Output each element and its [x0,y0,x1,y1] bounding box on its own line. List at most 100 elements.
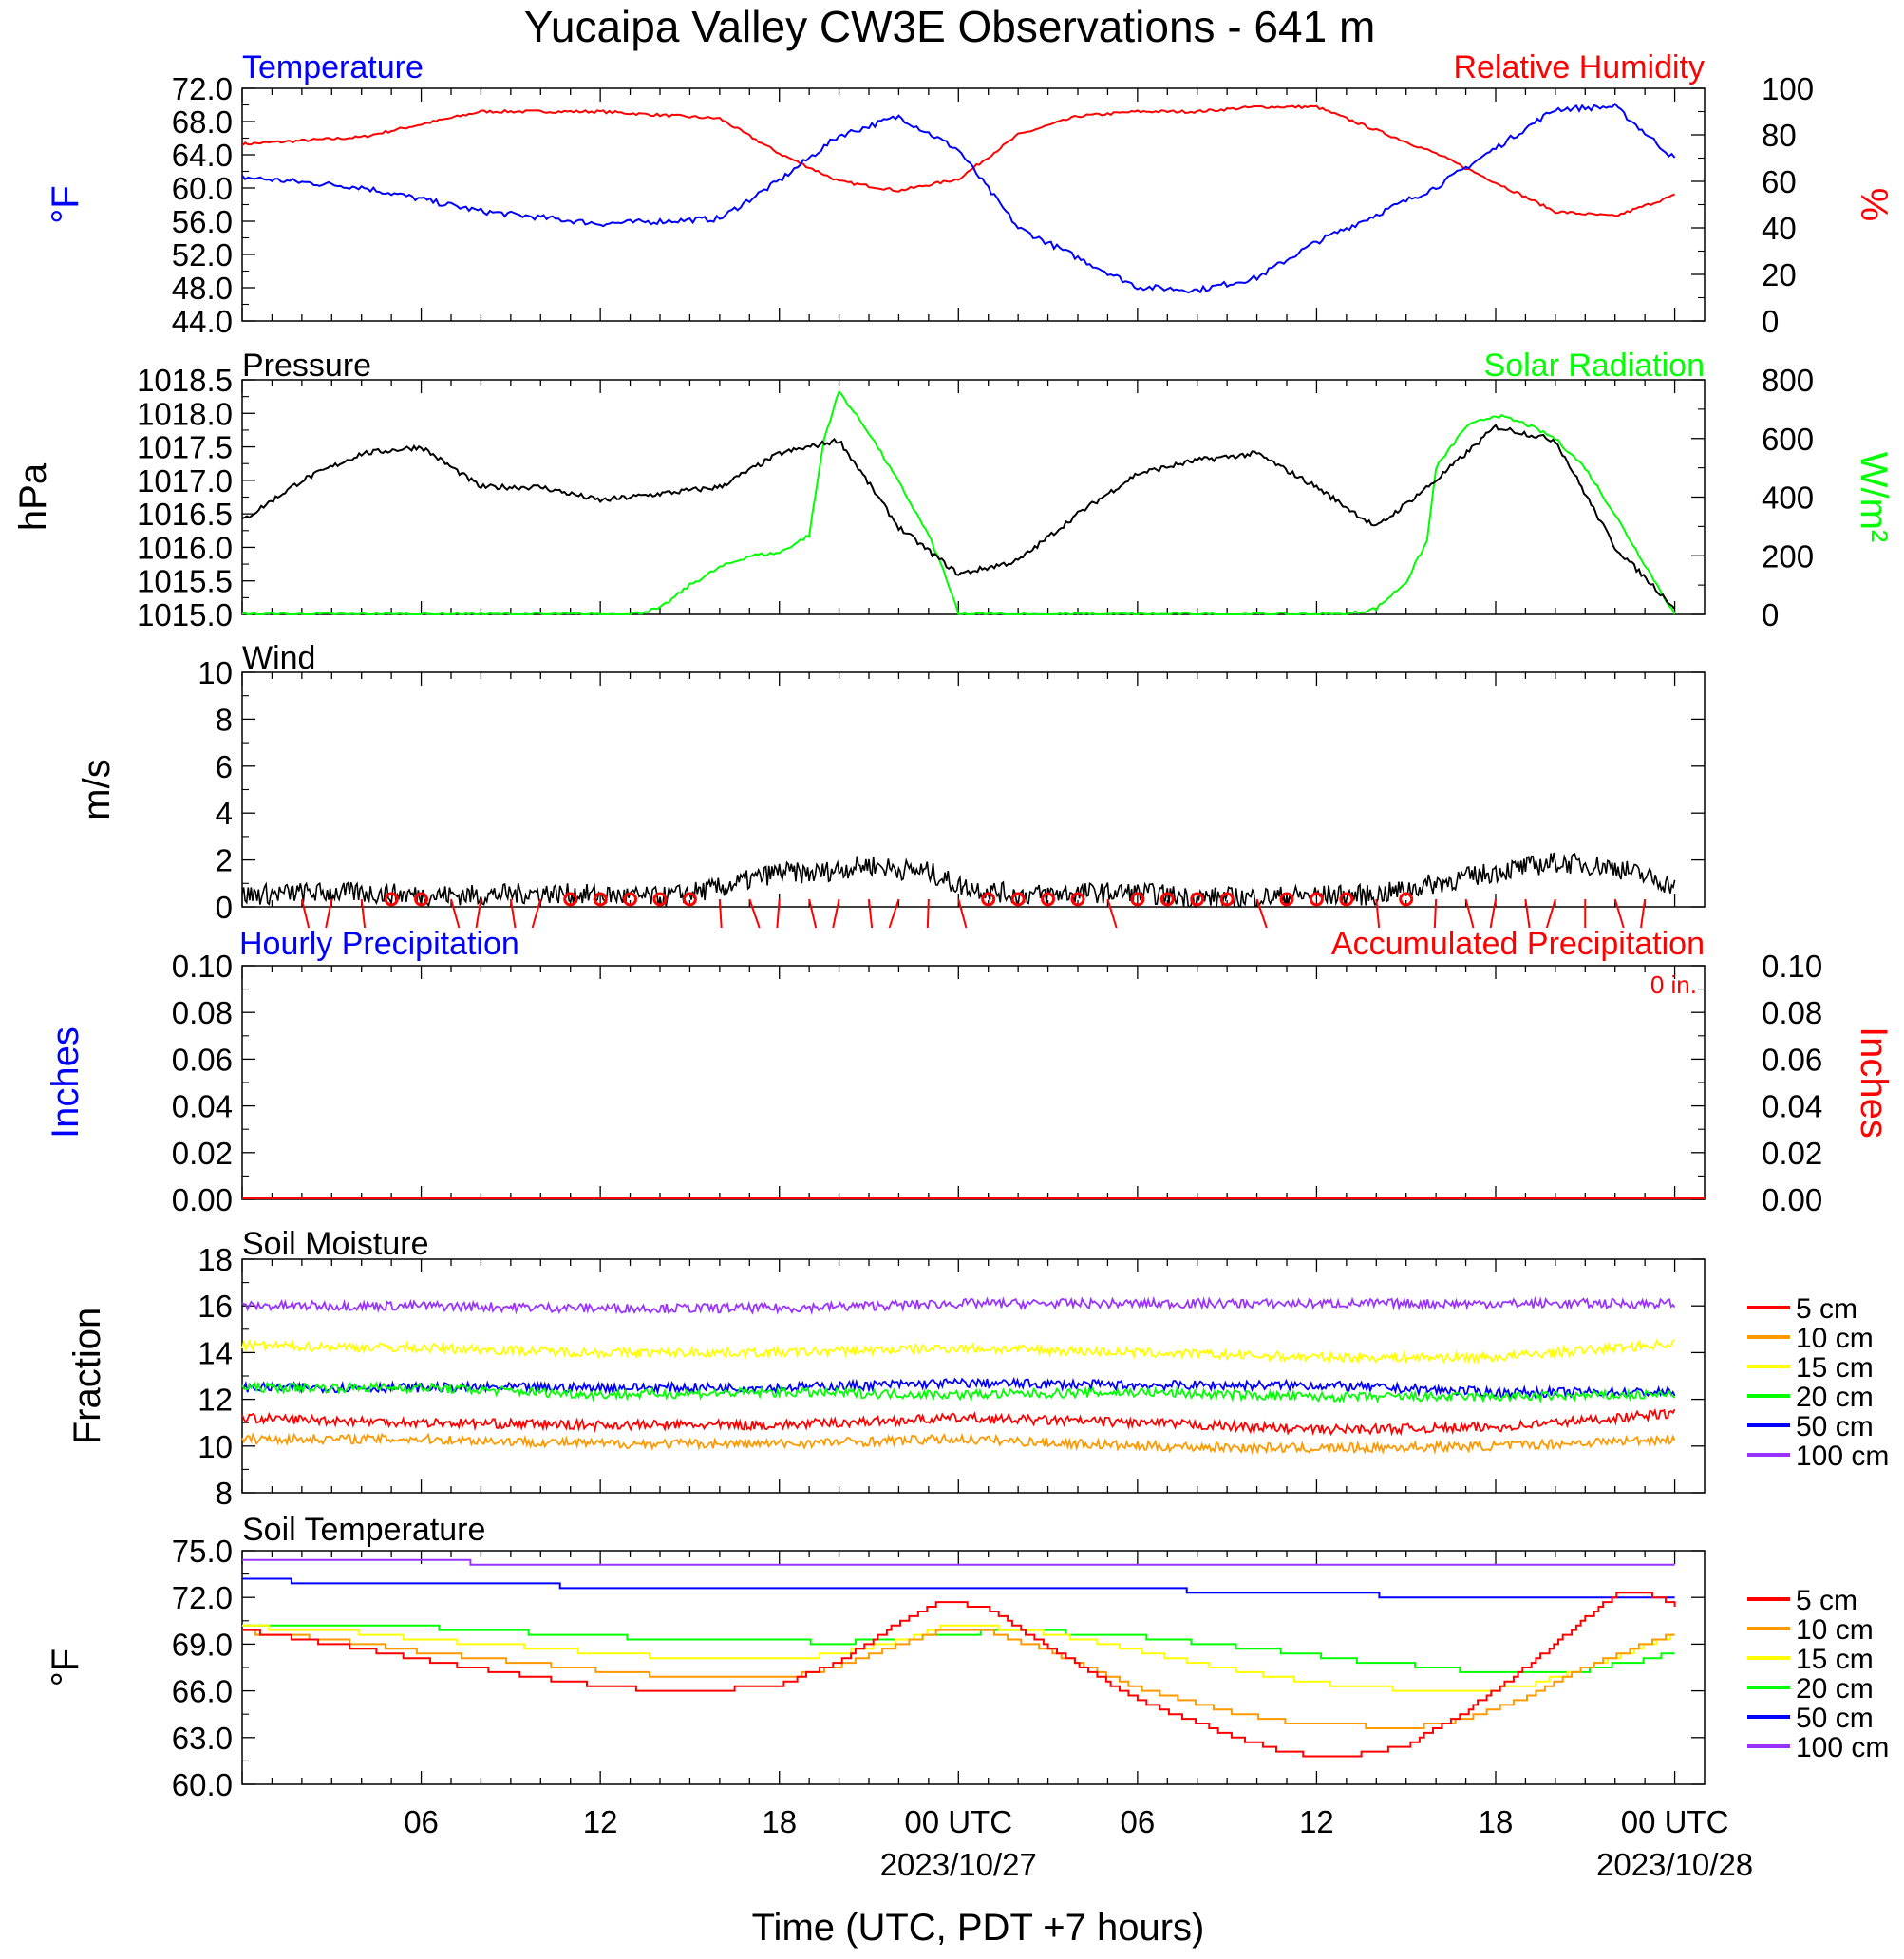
temperature-line [241,102,1676,294]
soil-moisture-panel-frame [241,1258,1706,1494]
soil-series-line [242,1577,1675,1599]
x-tick-label: 12 [1299,1804,1334,1839]
legend-label: 5 cm [1796,1293,1857,1325]
hourly-precip-axis-label: Inches [45,1027,86,1139]
temperature-title: Temperature [242,49,424,85]
solar-title: Solar Radiation [1484,348,1705,384]
legend-label: 20 cm [1796,1382,1874,1413]
soil-series-line [242,1558,1675,1566]
humidity-tick-label: 80 [1762,118,1797,153]
wind-tick-label: 8 [216,702,233,737]
legend-label: 50 cm [1796,1703,1874,1734]
pressure-title: Pressure [242,348,371,384]
soil-temperature-panel-tick-label: 69.0 [172,1627,233,1662]
wind-axis-label: m/s [76,759,118,819]
wind-barb [868,898,874,929]
soil-moisture-panel-tick-label: 18 [198,1242,233,1277]
wind-barb [1545,898,1556,929]
solar-radiation-line [241,389,1676,616]
legend-label: 15 cm [1796,1352,1874,1384]
pressure-line [241,424,1676,610]
wind-barb-calm [593,892,608,907]
wind-barb-calm [1041,892,1056,907]
legend-label: 50 cm [1796,1411,1874,1442]
soil-moisture-panel-title: Soil Moisture [242,1226,429,1262]
soil-series-line [241,1407,1676,1437]
soil-series-line [242,1624,1675,1673]
humidity-tick-label: 20 [1762,257,1797,292]
x-tick-label: 18 [762,1804,797,1839]
wind-barb [450,898,461,929]
hourly-precip-tick-label: 0.00 [172,1182,233,1217]
accum-precip-tick-label: 0.04 [1762,1089,1822,1124]
soil-series-line [242,1592,1676,1758]
humidity-axis-label: % [1853,188,1895,222]
wind-barb-calm [414,892,429,907]
soil-moisture-panel-tick-label: 12 [198,1383,233,1418]
soil-series-line [242,1629,1675,1729]
wind-barb [776,898,781,929]
wind-barb [748,898,761,929]
accum-precip-tick-label: 0.10 [1762,949,1822,984]
wind-barb-calm [1279,892,1294,907]
wind-tick-label: 0 [216,890,233,925]
wind-barb-calm [1010,892,1026,907]
soil-temperature-panel-tick-label: 60.0 [172,1767,233,1802]
legend-label: 100 cm [1796,1732,1889,1763]
temperature-tick-label: 52.0 [172,237,233,273]
x-axis-label: Time (UTC, PDT +7 hours) [752,1907,1205,1949]
wind-barb [832,898,840,929]
accum-precip-tick-label: 0.02 [1762,1136,1822,1171]
wind-barb [475,898,482,929]
solar-tick-label: 400 [1762,480,1814,516]
x-date-label: 2023/10/28 [1596,1847,1753,1882]
humidity-tick-label: 100 [1762,71,1814,106]
wind-tick-label: 6 [216,749,233,784]
wind-barb-calm [384,892,399,907]
wind-barb-calm [1070,892,1085,907]
temperature-tick-label: 64.0 [172,138,233,173]
accum-precip-axis-label: Inches [1853,1027,1895,1139]
x-tick-label: 06 [404,1804,439,1839]
pressure-tick-label: 1015.5 [137,564,233,599]
wind-barb-calm [623,892,638,907]
wind-tick-label: 2 [216,843,233,878]
wind-barb-calm [1219,892,1235,907]
soil-moisture-panel-tick-label: 14 [198,1335,233,1370]
temperature-tick-label: 60.0 [172,171,233,206]
wind-barb [1489,898,1497,929]
precip-panel-frame [241,965,1706,1200]
pressure-tick-label: 1016.0 [137,530,233,565]
humidity-line [241,104,1675,217]
wind-speed-line [241,852,1676,909]
legend-label: 10 cm [1796,1323,1874,1354]
wind-barb [926,898,930,929]
accum-precip-title: Accumulated Precipitation [1331,926,1705,962]
pressure-tick-label: 1016.5 [137,497,233,532]
soil-series-line [241,1432,1676,1456]
soil-temperature-panel-title: Soil Temperature [242,1512,485,1548]
pressure-axis-label: hPa [12,462,54,531]
wind-barb-calm [1309,892,1324,907]
legend-label: 10 cm [1796,1614,1874,1646]
temperature-tick-label: 48.0 [172,271,233,306]
soil-moisture-panel-axis-label: Fraction [66,1308,108,1445]
soil-temperature-panel-tick-label: 63.0 [172,1721,233,1756]
humidity-title: Relative Humidity [1453,49,1705,85]
hourly-precip-tick-label: 0.08 [172,995,233,1030]
accum-precip-tick-label: 0.00 [1762,1182,1822,1217]
temperature-tick-label: 72.0 [172,71,233,106]
wind-panel-frame [241,671,1706,908]
soil-moisture-panel-tick-label: 10 [198,1429,233,1464]
soil-series-line [241,1295,1676,1316]
wind-barb [718,898,723,929]
soil-temperature-panel-tick-label: 72.0 [172,1580,233,1615]
wind-barb [531,898,542,929]
wind-barb [325,898,333,929]
solar-tick-label: 600 [1762,422,1814,457]
wind-barb [1433,898,1438,929]
wind-barb-calm [652,892,668,907]
x-tick-label: 12 [583,1804,618,1839]
hourly-precip-title: Hourly Precipitation [239,926,519,962]
temperature-tick-label: 68.0 [172,104,233,140]
